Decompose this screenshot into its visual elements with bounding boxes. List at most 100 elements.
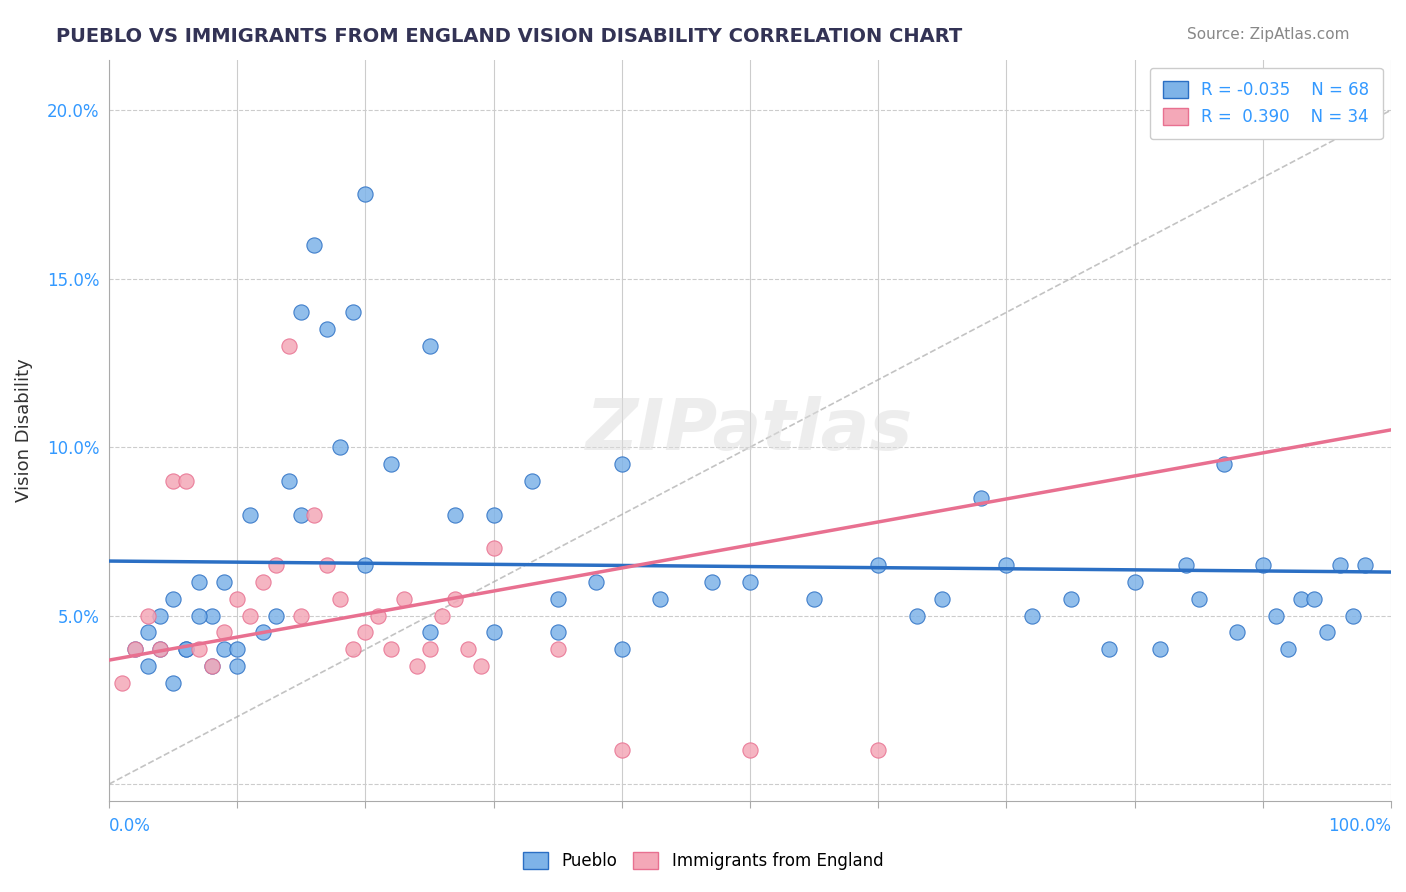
Point [136, 608, 159, 623]
Point [264, 558, 287, 572]
Point [931, 591, 953, 606]
Point [1316, 625, 1339, 640]
Point [444, 508, 467, 522]
Point [290, 608, 312, 623]
Point [201, 608, 224, 623]
Point [1341, 608, 1364, 623]
Point [214, 642, 236, 657]
Text: Source: ZipAtlas.com: Source: ZipAtlas.com [1187, 27, 1350, 42]
Point [226, 659, 249, 673]
Point [392, 591, 415, 606]
Point [354, 187, 377, 202]
Point [547, 642, 569, 657]
Point [277, 474, 299, 488]
Point [432, 608, 454, 623]
Point [738, 743, 761, 757]
Point [302, 508, 325, 522]
Point [252, 625, 274, 640]
Point [482, 625, 505, 640]
Point [342, 305, 364, 319]
Point [1251, 558, 1274, 572]
Point [419, 642, 441, 657]
Point [290, 508, 312, 522]
Point [1354, 558, 1376, 572]
Point [1149, 642, 1171, 657]
Point [1303, 591, 1326, 606]
Point [380, 642, 402, 657]
Point [187, 642, 209, 657]
Point [650, 591, 672, 606]
Point [329, 591, 352, 606]
Point [162, 676, 184, 690]
Text: 100.0%: 100.0% [1329, 816, 1391, 835]
Point [700, 574, 723, 589]
Point [264, 608, 287, 623]
Point [520, 474, 543, 488]
Point [1264, 608, 1286, 623]
Point [470, 659, 492, 673]
Point [316, 322, 339, 336]
Point [482, 541, 505, 556]
Point [1188, 591, 1211, 606]
Point [547, 591, 569, 606]
Point [547, 625, 569, 640]
Point [354, 625, 377, 640]
Point [585, 574, 607, 589]
Point [136, 625, 159, 640]
Point [868, 558, 890, 572]
Point [149, 642, 172, 657]
Point [868, 743, 890, 757]
Point [738, 574, 761, 589]
Legend: Pueblo, Immigrants from England: Pueblo, Immigrants from England [509, 838, 897, 884]
Point [444, 591, 467, 606]
Point [174, 642, 197, 657]
Point [1098, 642, 1121, 657]
Point [419, 339, 441, 353]
Point [380, 457, 402, 471]
Point [342, 642, 364, 657]
Point [214, 625, 236, 640]
Point [252, 574, 274, 589]
Point [1329, 558, 1351, 572]
Text: PUEBLO VS IMMIGRANTS FROM ENGLAND VISION DISABILITY CORRELATION CHART: PUEBLO VS IMMIGRANTS FROM ENGLAND VISION… [56, 27, 963, 45]
Point [803, 591, 825, 606]
Point [201, 659, 224, 673]
Point [187, 608, 209, 623]
Point [1213, 457, 1236, 471]
Point [124, 642, 146, 657]
Point [1277, 642, 1299, 657]
Point [482, 508, 505, 522]
Point [905, 608, 928, 623]
Point [1021, 608, 1043, 623]
Point [162, 591, 184, 606]
Point [111, 676, 134, 690]
Point [239, 608, 262, 623]
Point [239, 508, 262, 522]
Point [1123, 574, 1146, 589]
Point [226, 591, 249, 606]
Point [136, 659, 159, 673]
Point [149, 642, 172, 657]
Point [354, 558, 377, 572]
Point [610, 642, 633, 657]
Point [226, 642, 249, 657]
Point [174, 642, 197, 657]
Point [1059, 591, 1081, 606]
Point [162, 474, 184, 488]
Point [124, 642, 146, 657]
Point [201, 659, 224, 673]
Y-axis label: Vision Disability: Vision Disability [15, 359, 32, 502]
Point [405, 659, 427, 673]
Legend: R = -0.035    N = 68, R =  0.390    N = 34: R = -0.035 N = 68, R = 0.390 N = 34 [1150, 68, 1382, 139]
Point [1174, 558, 1197, 572]
Point [367, 608, 389, 623]
Point [329, 440, 352, 454]
Text: ZIPatlas: ZIPatlas [586, 396, 914, 465]
Point [214, 574, 236, 589]
Point [457, 642, 479, 657]
Point [1226, 625, 1249, 640]
Point [610, 743, 633, 757]
Point [970, 491, 993, 505]
Point [1291, 591, 1313, 606]
Point [419, 625, 441, 640]
